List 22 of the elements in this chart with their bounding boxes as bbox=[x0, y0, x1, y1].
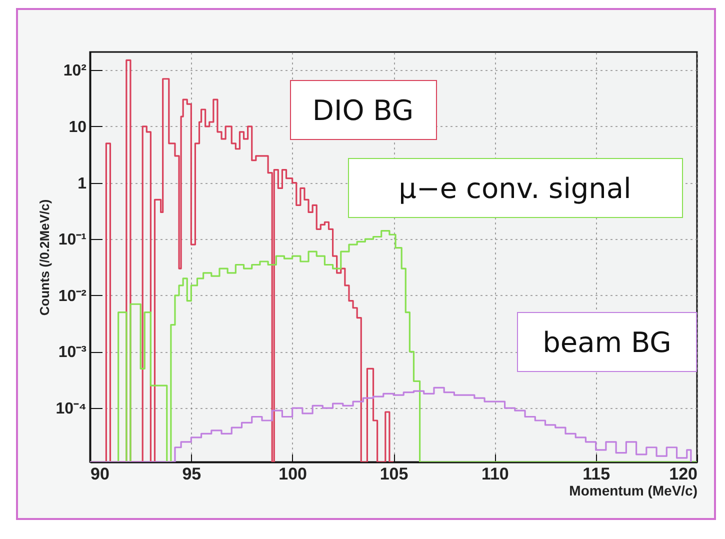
x-tick-label: 110 bbox=[481, 464, 509, 484]
label-box: μ−e conv. signal bbox=[348, 158, 682, 218]
x-tick-label: 120 bbox=[669, 464, 698, 484]
label-box: beam BG bbox=[517, 312, 697, 372]
y-tick-label: 1 bbox=[78, 175, 87, 192]
x-tick-label: 105 bbox=[380, 464, 408, 484]
y-axis-title: Counts (/0.2MeV/c) bbox=[36, 199, 52, 316]
x-tick-label: 90 bbox=[90, 464, 110, 484]
x-tick-label: 115 bbox=[582, 464, 610, 484]
y-tick-label: 10⁻³ bbox=[58, 344, 86, 362]
series-label: DIO BG bbox=[312, 94, 414, 126]
y-tick-label: 10 bbox=[68, 118, 87, 136]
series-label: beam BG bbox=[542, 326, 672, 358]
y-tick-label: 10⁻⁴ bbox=[56, 400, 87, 418]
x-axis-title: Momentum (MeV/c) bbox=[569, 482, 698, 498]
x-tick-label: 95 bbox=[182, 464, 202, 484]
x-tick-label: 100 bbox=[278, 464, 308, 484]
y-tick-label: 10⁻¹ bbox=[58, 232, 86, 249]
y-tick-label: 10² bbox=[63, 62, 86, 80]
y-tick-label: 10⁻² bbox=[58, 288, 86, 305]
series-label: μ−e conv. signal bbox=[398, 172, 632, 204]
label-box: DIO BG bbox=[290, 80, 436, 140]
